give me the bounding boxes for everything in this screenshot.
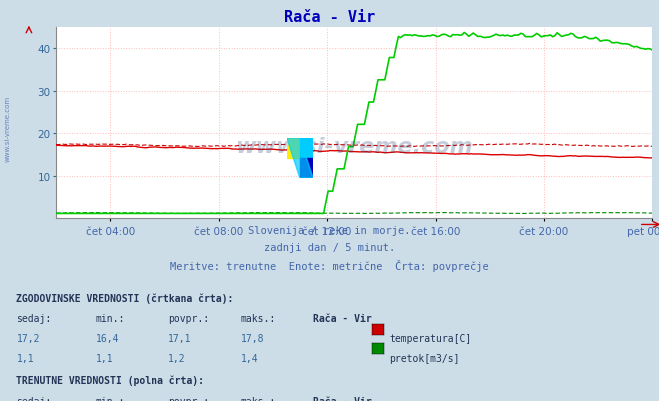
Text: Meritve: trenutne  Enote: metrične  Črta: povprečje: Meritve: trenutne Enote: metrične Črta: … — [170, 259, 489, 271]
Text: TRENUTNE VREDNOSTI (polna črta):: TRENUTNE VREDNOSTI (polna črta): — [16, 375, 204, 385]
Text: Rača - Vir: Rača - Vir — [313, 396, 372, 401]
Text: 17,2: 17,2 — [16, 334, 40, 344]
Text: min.:: min.: — [96, 314, 125, 324]
Text: 1,1: 1,1 — [16, 353, 34, 363]
Text: 1,4: 1,4 — [241, 353, 258, 363]
Text: sedaj:: sedaj: — [16, 396, 51, 401]
Bar — [300, 138, 313, 158]
Text: pretok[m3/s]: pretok[m3/s] — [389, 353, 460, 363]
Bar — [287, 138, 300, 158]
Text: Slovenija / reke in morje.: Slovenija / reke in morje. — [248, 225, 411, 235]
Text: 1,1: 1,1 — [96, 353, 113, 363]
Text: sedaj:: sedaj: — [16, 314, 51, 324]
Text: 16,4: 16,4 — [96, 334, 119, 344]
Text: www.si-vreme.com: www.si-vreme.com — [5, 95, 11, 161]
Text: Rača - Vir: Rača - Vir — [313, 314, 372, 324]
Text: min.:: min.: — [96, 396, 125, 401]
Text: 17,8: 17,8 — [241, 334, 264, 344]
Text: 17,1: 17,1 — [168, 334, 192, 344]
Text: temperatura[C]: temperatura[C] — [389, 334, 472, 344]
Text: maks.:: maks.: — [241, 396, 275, 401]
Text: zadnji dan / 5 minut.: zadnji dan / 5 minut. — [264, 242, 395, 252]
Text: Rača - Vir: Rača - Vir — [284, 10, 375, 25]
Text: maks.:: maks.: — [241, 314, 275, 324]
Text: ZGODOVINSKE VREDNOSTI (črtkana črta):: ZGODOVINSKE VREDNOSTI (črtkana črta): — [16, 293, 234, 303]
Text: povpr.:: povpr.: — [168, 396, 209, 401]
Text: www.si-vreme.com: www.si-vreme.com — [235, 136, 473, 156]
Polygon shape — [287, 138, 313, 178]
Text: povpr.:: povpr.: — [168, 314, 209, 324]
Text: 1,2: 1,2 — [168, 353, 186, 363]
Bar — [300, 158, 313, 178]
